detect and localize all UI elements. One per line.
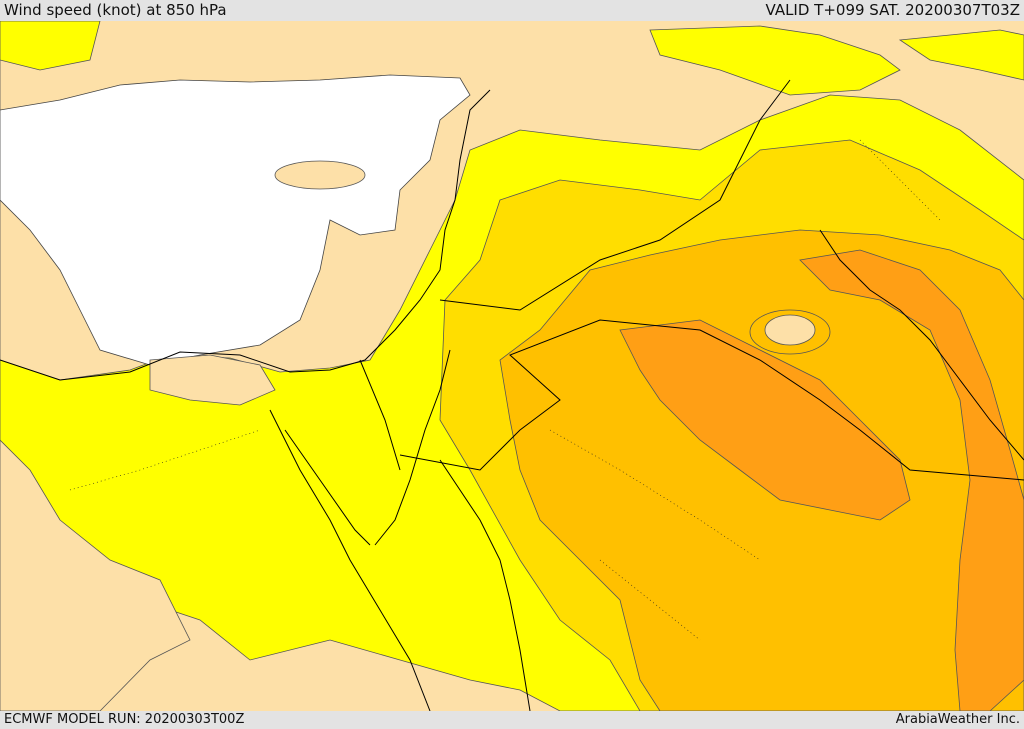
low-speed-sinai <box>149 354 276 406</box>
coastlines <box>0 79 1024 711</box>
valid-time: VALID T+099 SAT. 20200307T03Z <box>765 1 1020 19</box>
yellow-area-west <box>0 21 101 71</box>
masked-terrain <box>0 74 471 366</box>
low-speed-iraq <box>764 314 816 346</box>
wind-speed-map <box>0 21 1024 711</box>
header-bar: Wind speed (knot) at 850 hPa VALID T+099… <box>0 0 1024 21</box>
country-borders <box>69 139 941 641</box>
low-speed-cyprus <box>274 160 366 190</box>
footer-bar: ECMWF MODEL RUN: 20200303T00Z ArabiaWeat… <box>0 711 1024 729</box>
model-run: ECMWF MODEL RUN: 20200303T00Z <box>4 712 245 727</box>
yellow-strip-northeast <box>898 29 1024 81</box>
band-4-east <box>799 249 1024 711</box>
credit: ArabiaWeather Inc. <box>895 712 1020 727</box>
yellow-ring-iraq <box>749 309 831 355</box>
map-title: Wind speed (knot) at 850 hPa <box>4 1 227 19</box>
band-4-core <box>619 319 911 521</box>
low-speed-west <box>0 439 191 711</box>
yellow-strip-north <box>649 25 901 96</box>
